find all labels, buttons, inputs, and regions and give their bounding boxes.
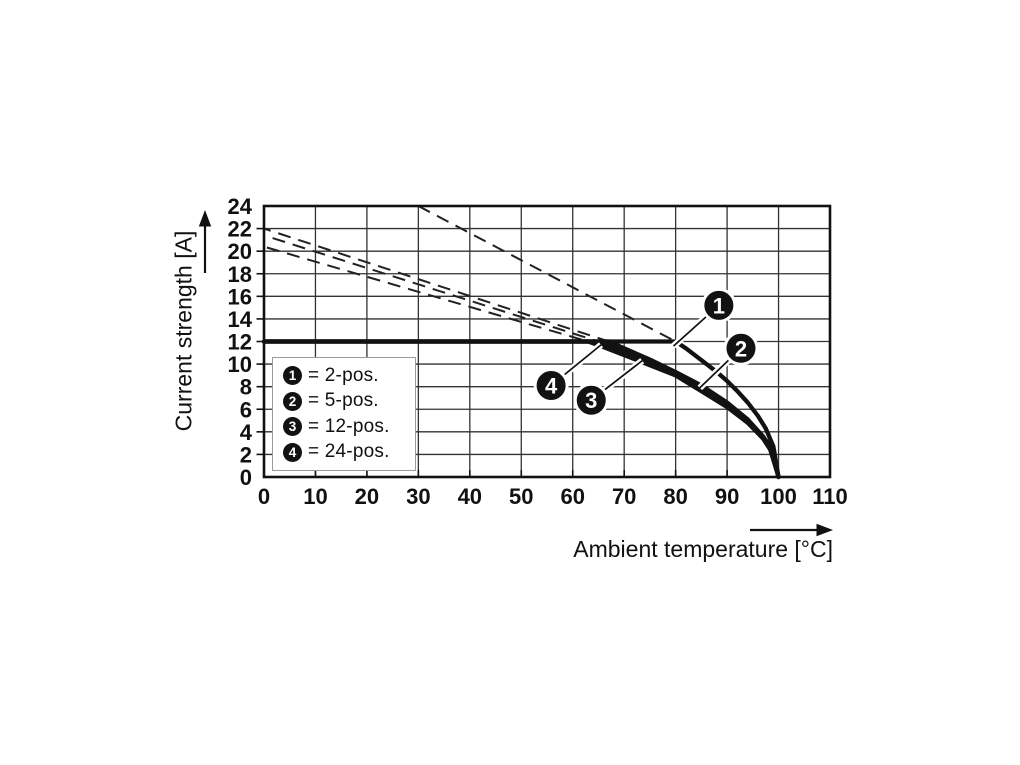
x-axis-arrow-icon: [750, 523, 833, 537]
legend-marker-num: 2: [288, 393, 297, 409]
legend-item: 1 = 2-pos.: [283, 365, 411, 387]
legend-label: = 12-pos.: [308, 415, 390, 437]
legend: 1 = 2-pos. 2 = 5-pos. 3 = 12-pos. 4 = 24…: [272, 357, 416, 471]
callout-number: 2: [735, 336, 747, 361]
y-tick-label: 8: [240, 375, 252, 400]
y-tick-label: 16: [228, 284, 252, 309]
legend-item: 2 = 5-pos.: [283, 390, 411, 412]
legend-item: 3 = 12-pos.: [283, 416, 411, 438]
x-tick-label: 10: [303, 484, 327, 509]
callout-number: 4: [545, 374, 558, 399]
legend-item: 4 = 24-pos.: [283, 441, 411, 463]
y-tick-label: 22: [228, 217, 252, 242]
legend-marker-2: 2: [283, 391, 302, 411]
x-tick-label: 20: [355, 484, 379, 509]
legend-marker-4: 4: [283, 442, 302, 462]
y-tick-label: 2: [240, 442, 252, 467]
x-axis-title: Ambient temperature [°C]: [573, 536, 833, 562]
callout-bubble-2: [723, 330, 759, 366]
legend-marker-num: 3: [288, 419, 297, 434]
curve-2-pos.: [261, 339, 781, 480]
projection-5-pos.: [263, 227, 610, 343]
legend-marker-1: 1: [283, 366, 302, 386]
x-tick-label: 90: [715, 484, 739, 509]
x-tick-label: 70: [612, 484, 636, 509]
projection-2-pos.: [417, 205, 677, 343]
y-tick-label: 0: [240, 465, 252, 490]
y-tick-label: 18: [228, 262, 252, 287]
x-tick-label: 0: [258, 484, 270, 509]
callouts: 12 3 4: [533, 287, 759, 418]
y-tick-label: 24: [228, 194, 253, 219]
y-tick-label: 10: [228, 352, 252, 377]
y-tick-label: 12: [228, 330, 252, 355]
x-tick-label: 40: [458, 484, 482, 509]
legend-marker-num: 4: [288, 444, 297, 460]
callout-bubble-3: [573, 382, 609, 418]
legend-label: = 2-pos.: [308, 364, 379, 386]
legend-marker-3: 3: [283, 417, 302, 437]
legend-label: = 24-pos.: [308, 441, 390, 463]
callout-number: 1: [713, 293, 725, 318]
x-tick-label: 100: [760, 484, 797, 509]
axis-ticks: 0 10 20 30 40 50 60 70 80 90 100 110024681012141618…: [228, 194, 848, 509]
callout-number: 3: [585, 388, 597, 413]
y-axis-title: Current strength [A]: [170, 230, 197, 432]
y-tick-label: 14: [228, 307, 253, 332]
legend-label: = 5-pos.: [308, 390, 379, 412]
legend-marker-num: 1: [288, 368, 297, 383]
y-axis-arrow-icon: [198, 210, 212, 273]
projection-24-pos.: [263, 245, 589, 343]
y-tick-label: 20: [228, 239, 252, 264]
callout-bubble-4: [533, 368, 569, 404]
y-tick-label: 4: [240, 420, 253, 445]
x-tick-label: 60: [560, 484, 584, 509]
callout-bubble-1: [701, 287, 737, 323]
y-tick-label: 6: [240, 397, 252, 422]
projection-12-pos.: [263, 234, 599, 343]
x-tick-label: 30: [406, 484, 430, 509]
x-tick-label: 50: [509, 484, 533, 509]
x-tick-label: 80: [663, 484, 687, 509]
x-tick-label: 110: [812, 484, 848, 509]
